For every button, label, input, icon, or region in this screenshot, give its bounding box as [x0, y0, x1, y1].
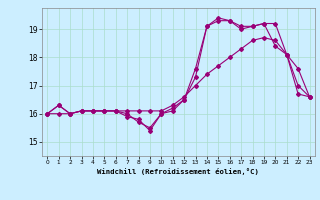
X-axis label: Windchill (Refroidissement éolien,°C): Windchill (Refroidissement éolien,°C)	[98, 168, 259, 175]
